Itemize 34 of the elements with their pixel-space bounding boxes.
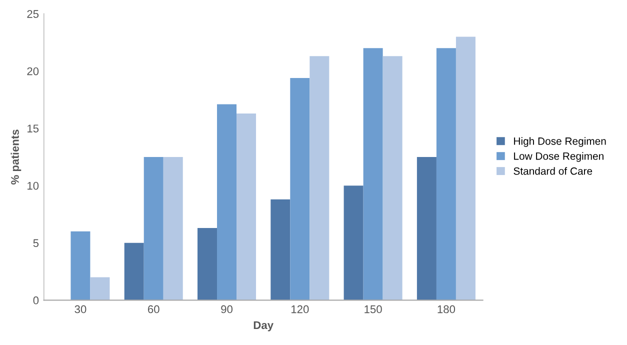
bar (363, 48, 383, 300)
bar (344, 186, 364, 300)
bar (90, 277, 110, 300)
bar (382, 56, 402, 300)
bar (124, 242, 144, 300)
bar (270, 199, 290, 300)
x-tick-label: 120 (291, 305, 309, 314)
bar (144, 156, 164, 300)
x-tick-label: 180 (438, 305, 456, 314)
bar (456, 36, 476, 300)
x-tick-label: 150 (364, 305, 382, 314)
y-tick-label: 0 (33, 296, 39, 304)
bar (163, 156, 183, 300)
bar (436, 48, 456, 300)
bar (198, 228, 218, 300)
bar (70, 231, 90, 300)
y-tick-label: 5 (33, 239, 39, 248)
y-tick-label: 15 (28, 124, 39, 132)
bar (290, 78, 310, 300)
legend-label: Low Dose Regimen (514, 152, 604, 162)
y-tick-label: 25 (27, 10, 39, 18)
bar (310, 56, 330, 300)
y-axis-title: % patients (10, 130, 22, 184)
x-tick-label: 90 (221, 305, 233, 314)
bar (236, 113, 256, 300)
bar (217, 104, 237, 300)
x-axis-title: Day (254, 321, 274, 332)
legend-label: High Dose Regimen (514, 137, 606, 147)
legend-label: Standard of Care (514, 167, 592, 175)
y-tick-label: 20 (27, 67, 39, 76)
bar (416, 156, 436, 300)
x-tick-label: 60 (148, 305, 160, 314)
x-tick-label: 30 (74, 305, 86, 314)
y-tick-label: 10 (28, 182, 39, 190)
